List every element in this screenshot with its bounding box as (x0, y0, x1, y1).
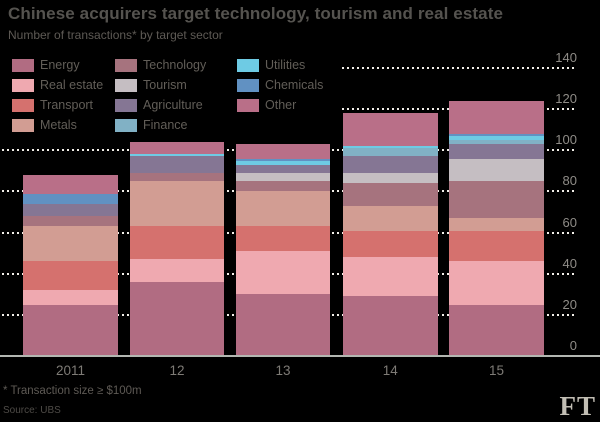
bar-12-utilities (129, 154, 225, 157)
legend-swatch-icon (12, 79, 34, 92)
y-axis-label-40: 40 (562, 255, 577, 271)
bar-15-energy (449, 304, 544, 356)
y-axis-label-20: 20 (562, 296, 577, 312)
x-axis-label-12: 12 (169, 363, 185, 378)
bar-12-metals (129, 181, 225, 227)
legend-swatch-icon (115, 59, 137, 72)
bar-12-real-estate (129, 259, 225, 282)
bar-14-energy (343, 296, 438, 356)
legend-label: Technology (143, 58, 207, 72)
y-axis-label-60: 60 (562, 214, 577, 230)
bar-14-finance (343, 148, 438, 157)
bar-14-utilities (343, 146, 438, 149)
bar-14-metals (343, 205, 438, 231)
bar-2011-agriculture (23, 203, 118, 217)
bar-12-other (129, 142, 225, 155)
bar-2011-energy (23, 304, 118, 356)
bar-13-tourism (235, 172, 331, 182)
bar-15-technology (449, 181, 544, 219)
bar-13-transport (235, 226, 331, 252)
bar-2011-real-estate (23, 290, 118, 305)
bar-15-tourism (449, 158, 544, 182)
bar-12-technology (129, 172, 225, 182)
bar-2011-other (23, 175, 118, 194)
bar-13-other (235, 144, 331, 159)
x-axis-label-2011: 2011 (55, 363, 86, 378)
legend-label: Utilities (265, 58, 306, 72)
bar-15-real-estate (449, 261, 544, 305)
bar-12-energy (129, 281, 225, 356)
footnote: * Transaction size ≥ $100m (3, 385, 142, 397)
bar-13-technology (235, 181, 331, 192)
bar-13-agriculture (235, 164, 331, 173)
bar-15-chemicals (449, 133, 544, 136)
legend-swatch-icon (115, 119, 137, 132)
chart-title: Chinese acquirers target technology, tou… (8, 4, 504, 23)
bar-12-transport (129, 226, 225, 260)
chart-subtitle: Number of transactions* by target sector (8, 28, 223, 42)
x-axis-label-13: 13 (275, 363, 291, 378)
legend-label: Chemicals (265, 78, 324, 92)
bar-14-agriculture (343, 156, 438, 173)
legend-label: Finance (143, 118, 188, 132)
y-axis-label-140: 140 (555, 50, 577, 65)
bar-2011-chemicals (23, 193, 118, 204)
bar-14-technology (343, 183, 438, 206)
legend-swatch-icon (12, 59, 34, 72)
legend-swatch-icon (237, 59, 259, 72)
legend-label: Other (265, 98, 297, 112)
y-axis-label-80: 80 (562, 173, 577, 189)
ft-logo: FT (559, 391, 596, 421)
legend-label: Transport (40, 98, 94, 112)
bar-14-transport (343, 230, 438, 258)
source-credit: Source: UBS (3, 405, 61, 416)
bar-12-agriculture (129, 156, 225, 173)
legend-swatch-icon (12, 99, 34, 112)
legend-swatch-icon (12, 119, 34, 132)
bar-13-chemicals (235, 158, 331, 161)
legend-label: Energy (40, 58, 80, 72)
bar-14-other (343, 113, 438, 147)
bar-2011-transport (23, 261, 118, 291)
x-axis-label-14: 14 (382, 363, 398, 378)
bar-15-transport (449, 230, 544, 262)
legend-swatch-icon (237, 99, 259, 112)
legend: Energy Real estate Transport Metals Technolo… (0, 46, 340, 138)
legend-swatch-icon (237, 79, 259, 92)
legend-label: Tourism (143, 78, 187, 92)
bar-13-utilities (235, 160, 331, 165)
y-axis-label-100: 100 (555, 132, 577, 148)
bar-13-energy (235, 294, 331, 356)
bar-15-metals (449, 218, 544, 231)
bar-2011-technology (23, 216, 118, 227)
x-axis-line (0, 355, 600, 357)
y-axis-label-0: 0 (569, 338, 577, 353)
x-axis-label-15: 15 (488, 363, 505, 378)
bar-14-real-estate (343, 257, 438, 297)
bar-15-finance (449, 140, 544, 145)
legend-swatch-icon (115, 79, 137, 92)
bar-15-agriculture (449, 144, 544, 159)
bar-13-real-estate (235, 251, 331, 295)
legend-label: Agriculture (143, 98, 203, 112)
bar-2011-metals (23, 226, 118, 262)
bar-14-tourism (343, 172, 438, 184)
bar-15-other (449, 100, 544, 134)
y-axis-label-120: 120 (555, 91, 577, 107)
bar-13-metals (235, 191, 331, 227)
legend-swatch-icon (115, 99, 137, 112)
legend-label: Metals (40, 118, 77, 132)
legend-label: Real estate (40, 78, 104, 92)
bar-15-utilities (449, 135, 544, 140)
